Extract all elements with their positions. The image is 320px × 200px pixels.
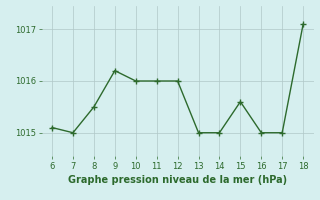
X-axis label: Graphe pression niveau de la mer (hPa): Graphe pression niveau de la mer (hPa) <box>68 175 287 185</box>
